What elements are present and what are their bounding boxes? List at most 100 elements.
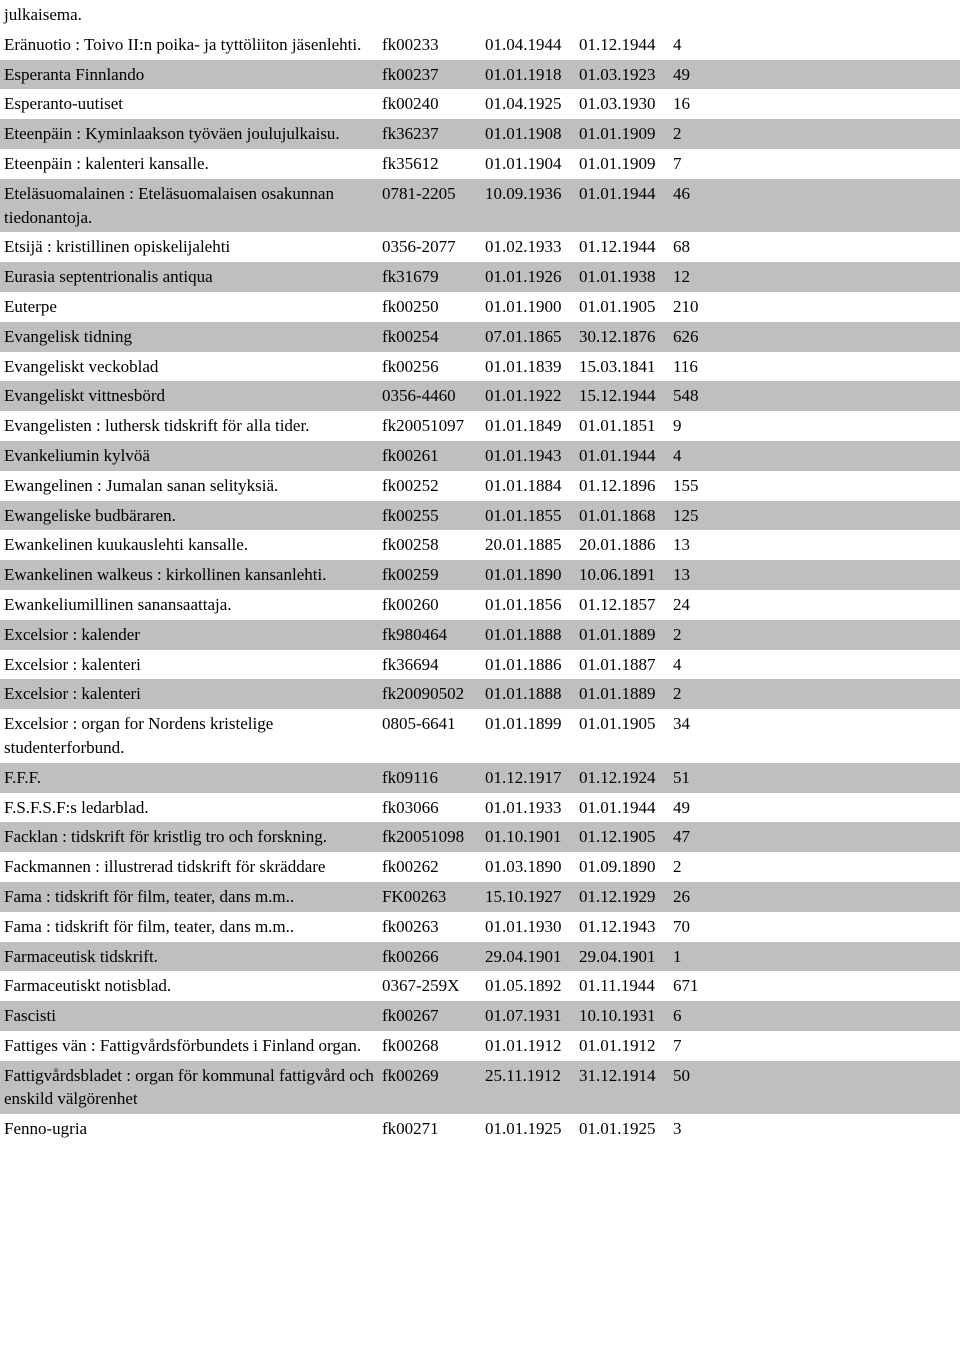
- empty-cell: [905, 650, 960, 680]
- empty-cell: [905, 149, 960, 179]
- title-cell: Ewankeliumillinen sanansaattaja.: [0, 590, 378, 620]
- id-cell: [378, 0, 481, 30]
- start-cell: 01.01.1849: [481, 411, 575, 441]
- empty-cell: [717, 1061, 764, 1115]
- title-cell: Euterpe: [0, 292, 378, 322]
- title-cell: F.S.F.S.F:s ledarblad.: [0, 793, 378, 823]
- empty-cell: [717, 89, 764, 119]
- id-cell: fk00237: [378, 60, 481, 90]
- empty-cell: [811, 30, 858, 60]
- end-cell: 15.12.1944: [575, 381, 669, 411]
- count-cell: 155: [669, 471, 717, 501]
- empty-cell: [764, 1114, 811, 1144]
- empty-cell: [764, 501, 811, 531]
- empty-cell: [905, 793, 960, 823]
- table-row: Fascistifk0026701.07.193110.10.19316: [0, 1001, 960, 1031]
- id-cell: fk00260: [378, 590, 481, 620]
- table-row: Fenno-ugriafk0027101.01.192501.01.19253: [0, 1114, 960, 1144]
- empty-cell: [858, 679, 905, 709]
- empty-cell: [858, 352, 905, 382]
- id-cell: 0356-4460: [378, 381, 481, 411]
- table-row: Eurasia septentrionalis antiquafk3167901…: [0, 262, 960, 292]
- empty-cell: [858, 60, 905, 90]
- empty-cell: [717, 709, 764, 763]
- title-cell: Farmaceutisk tidskrift.: [0, 942, 378, 972]
- end-cell: 01.03.1930: [575, 89, 669, 119]
- empty-cell: [764, 60, 811, 90]
- title-cell: Fattigvårdsbladet : organ för kommunal f…: [0, 1061, 378, 1115]
- empty-cell: [717, 971, 764, 1001]
- title-cell: Eteenpäin : Kyminlaakson työväen jouluju…: [0, 119, 378, 149]
- empty-cell: [764, 590, 811, 620]
- empty-cell: [858, 971, 905, 1001]
- empty-cell: [717, 149, 764, 179]
- start-cell: 01.01.1904: [481, 149, 575, 179]
- empty-cell: [811, 560, 858, 590]
- empty-cell: [905, 0, 960, 30]
- title-cell: Fackmannen : illustrerad tidskrift för s…: [0, 852, 378, 882]
- empty-cell: [858, 822, 905, 852]
- empty-cell: [858, 501, 905, 531]
- empty-cell: [811, 292, 858, 322]
- table-row: Euterpefk0025001.01.190001.01.1905210: [0, 292, 960, 322]
- empty-cell: [764, 411, 811, 441]
- start-cell: 01.01.1856: [481, 590, 575, 620]
- title-cell: Excelsior : kalender: [0, 620, 378, 650]
- empty-cell: [858, 411, 905, 441]
- empty-cell: [858, 381, 905, 411]
- empty-cell: [717, 1031, 764, 1061]
- empty-cell: [858, 1061, 905, 1115]
- table-row: Fattigvårdsbladet : organ för kommunal f…: [0, 1061, 960, 1115]
- start-cell: [481, 0, 575, 30]
- table-row: F.F.F.fk0911601.12.191701.12.192451: [0, 763, 960, 793]
- count-cell: 47: [669, 822, 717, 852]
- end-cell: 01.12.1929: [575, 882, 669, 912]
- empty-cell: [717, 441, 764, 471]
- table-row: Evankeliumin kylvöäfk0026101.01.194301.0…: [0, 441, 960, 471]
- title-cell: Etsijä : kristillinen opiskelijalehti: [0, 232, 378, 262]
- empty-cell: [811, 650, 858, 680]
- empty-cell: [811, 912, 858, 942]
- id-cell: fk36694: [378, 650, 481, 680]
- id-cell: fk36237: [378, 119, 481, 149]
- empty-cell: [717, 352, 764, 382]
- count-cell: 13: [669, 560, 717, 590]
- count-cell: 50: [669, 1061, 717, 1115]
- empty-cell: [717, 119, 764, 149]
- table-row: Eteläsuomalainen : Eteläsuomalaisen osak…: [0, 179, 960, 233]
- start-cell: 01.01.1918: [481, 60, 575, 90]
- end-cell: 01.01.1905: [575, 709, 669, 763]
- empty-cell: [811, 971, 858, 1001]
- empty-cell: [764, 352, 811, 382]
- start-cell: 01.01.1943: [481, 441, 575, 471]
- empty-cell: [858, 232, 905, 262]
- start-cell: 01.01.1912: [481, 1031, 575, 1061]
- empty-cell: [764, 530, 811, 560]
- table-body: julkaisema.Eränuotio : Toivo II:n poika-…: [0, 0, 960, 1144]
- count-cell: 2: [669, 620, 717, 650]
- empty-cell: [764, 149, 811, 179]
- id-cell: fk20090502: [378, 679, 481, 709]
- start-cell: 29.04.1901: [481, 942, 575, 972]
- start-cell: 01.05.1892: [481, 971, 575, 1001]
- empty-cell: [764, 852, 811, 882]
- end-cell: 01.01.1909: [575, 119, 669, 149]
- empty-cell: [858, 89, 905, 119]
- empty-cell: [905, 471, 960, 501]
- empty-cell: [717, 942, 764, 972]
- title-cell: Evangelisk tidning: [0, 322, 378, 352]
- empty-cell: [717, 882, 764, 912]
- count-cell: 671: [669, 971, 717, 1001]
- title-cell: Esperanta Finnlando: [0, 60, 378, 90]
- end-cell: 01.12.1857: [575, 590, 669, 620]
- empty-cell: [764, 1001, 811, 1031]
- empty-cell: [811, 590, 858, 620]
- title-cell: Excelsior : kalenteri: [0, 679, 378, 709]
- end-cell: 01.12.1943: [575, 912, 669, 942]
- empty-cell: [717, 381, 764, 411]
- id-cell: fk31679: [378, 262, 481, 292]
- title-cell: Excelsior : kalenteri: [0, 650, 378, 680]
- table-row: Excelsior : kalenterifk3669401.01.188601…: [0, 650, 960, 680]
- start-cell: 01.01.1933: [481, 793, 575, 823]
- table-row: Evangelisten : luthersk tidskrift för al…: [0, 411, 960, 441]
